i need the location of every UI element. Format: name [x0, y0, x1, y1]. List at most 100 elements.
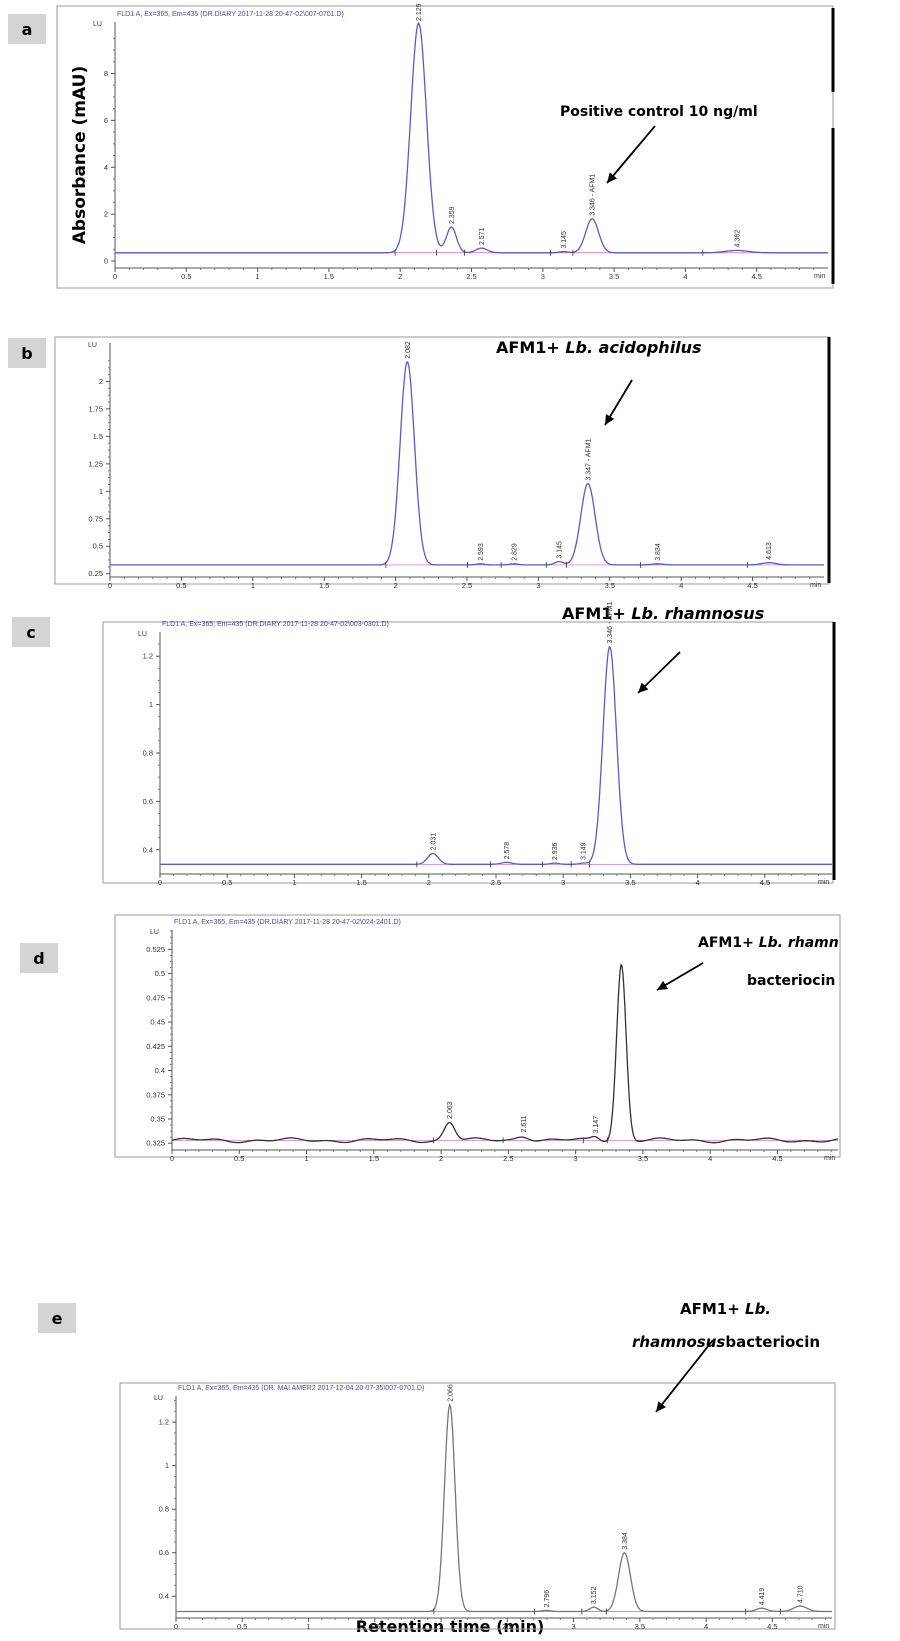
x-tick-label: 4.5 [772, 1154, 782, 1163]
peak-label: 2.796 [544, 1590, 551, 1608]
x-tick-label: 1.5 [356, 878, 366, 887]
peak-label: 3.347 - AFM1 [586, 438, 593, 480]
x-tick-label: 2 [439, 1622, 443, 1631]
x-tick-label: 4 [708, 1154, 712, 1163]
x-tick-label: 2 [398, 272, 402, 281]
panel-label-a: a [8, 14, 46, 44]
x-tick-label: 0.5 [234, 1154, 244, 1163]
x-tick-label: 4 [704, 1622, 708, 1631]
y-tick-label: 0.6 [143, 797, 153, 806]
peak-label: 4.419 [759, 1588, 766, 1606]
y-tick-label: 0.425 [146, 1042, 165, 1051]
chromatogram-panel-b: LU min 0.25 0.5 0.75 1 1.25 1.5 1.75 2 0 0.5 1 1.5 2 2.… [54, 336, 831, 590]
y-tick-label: 0 [104, 256, 108, 265]
x-tick-label: 2.5 [466, 272, 476, 281]
x-tick-label: 1 [304, 1154, 308, 1163]
x-tick-label: 0.5 [237, 1622, 247, 1631]
annotation-arrowhead [607, 172, 618, 183]
annotation-d-prefix: AFM1+ [698, 935, 759, 951]
x-tick-label: 3 [571, 1622, 575, 1631]
chromatogram-header: FLD1 A, Ex=365, Em=435 (DR.DIARY 2017-11… [162, 621, 389, 628]
x-tick-label: 0 [158, 878, 162, 887]
annotation-e-line2: rhamnosusbacteriocin [632, 1333, 820, 1351]
x-tick-label: 1 [256, 272, 260, 281]
x-tick-label: 4.5 [747, 581, 757, 590]
chromatogram-trace [110, 361, 824, 566]
peak-label: 3.346 - AFM1 [607, 601, 614, 643]
panel-frame [114, 914, 841, 1158]
annotation-arrowhead [605, 414, 615, 425]
y-tick-label: 0.5 [93, 542, 103, 551]
x-tick-label: 0 [170, 1154, 174, 1163]
x-tick-label: 4.5 [751, 272, 761, 281]
chromatogram-header: FLD1 A, Ex=365, Em=435 (DR.DIARY 2017-11… [117, 11, 344, 18]
annotation-arrow [606, 125, 656, 184]
peak-label: 3.834 [655, 543, 662, 561]
x-tick-label: 3.5 [609, 272, 619, 281]
y-tick-label: 0.4 [155, 1066, 165, 1075]
y-tick-label: 0.75 [88, 514, 103, 523]
x-tick-label: 4 [696, 878, 700, 887]
y-tick-label: 1.75 [88, 404, 103, 413]
x-tick-label: 3 [574, 1154, 578, 1163]
x-tick-label: 4.5 [760, 878, 770, 887]
peak-label: 3.384 [622, 1532, 629, 1550]
chromatogram-header: FLD1 A, Ex=365, Em=435 (DR.DIARY 2017-11… [174, 919, 401, 926]
peak-label: 4.710 [798, 1585, 805, 1603]
y-tick-label: 1 [149, 700, 153, 709]
peak-label: 2.066 [447, 1384, 454, 1402]
x-tick-label: 2 [427, 878, 431, 887]
y-tick-label: 0.6 [159, 1548, 169, 1557]
y-tick-label: 1.2 [159, 1418, 169, 1427]
chromatogram-panel-c: FLD1 A, Ex=365, Em=435 (DR.DIARY 2017-11… [102, 601, 836, 887]
y-tick-label: 0.4 [159, 1592, 169, 1601]
x-tick-label: 1 [251, 581, 255, 590]
x-tick-label: 3 [561, 878, 565, 887]
annotation-c: AFM1+ Lb. rhamnosus [562, 604, 764, 623]
annotation-d-line2: bacteriocin [747, 973, 836, 989]
x-tick-label: 1.5 [319, 581, 329, 590]
x-tick-label: 0 [174, 1622, 178, 1631]
x-tick-label: 3.5 [635, 1622, 645, 1631]
panel-frame [119, 1382, 836, 1630]
x-tick-label: 1.5 [370, 1622, 380, 1631]
y-tick-label: 1.25 [88, 459, 103, 468]
x-tick-label: 4 [679, 581, 683, 590]
peak-label: 2.829 [512, 543, 519, 561]
peak-label: 2.578 [504, 842, 511, 860]
x-tick-label: 1.5 [324, 272, 334, 281]
y-tick-label: 0.25 [88, 569, 103, 578]
panel-label-d: d [20, 943, 58, 973]
y-tick-label: 1.2 [143, 652, 153, 661]
annotation-arrow [655, 1339, 714, 1413]
y-tick-label: 0.475 [146, 993, 165, 1002]
chromatogram-panel-d: FLD1 A, Ex=365, Em=435 (DR.DIARY 2017-11… [114, 914, 841, 1163]
annotation-arrowhead [657, 980, 668, 990]
panel-label-b: b [8, 338, 46, 368]
x-unit-label: min [824, 1155, 835, 1162]
peak-label: 3.145 [561, 231, 568, 249]
peak-label: 4.613 [766, 542, 773, 560]
x-unit-label: min [814, 273, 825, 280]
y-tick-label: 0.325 [146, 1139, 165, 1148]
chromatogram-panel-e: FLD1 A, Ex=365, Em=435 (DR. MAI AMER2 20… [119, 1339, 836, 1631]
y-tick-label: 1.5 [93, 432, 103, 441]
annotation-c-prefix: AFM1+ [562, 604, 632, 623]
chromatogram-trace [176, 1402, 832, 1613]
annotation-d-species: Lb. rhamn [758, 935, 839, 951]
x-axis-title: Retention time (min) [355, 1617, 545, 1636]
peak-label: 4.362 [735, 230, 742, 248]
x-tick-label: 4.5 [767, 1622, 777, 1631]
peak-label: 3.149 [581, 842, 588, 860]
peak-label: 2.936 [552, 842, 559, 860]
peak-label: 2.571 [479, 227, 486, 245]
x-tick-label: 3.5 [625, 878, 635, 887]
y-tick-label: 8 [104, 69, 108, 78]
peak-label: 3.147 [593, 1116, 600, 1134]
chromatogram-trace [115, 21, 828, 254]
x-tick-label: 0.5 [222, 878, 232, 887]
x-tick-label: 2.5 [462, 581, 472, 590]
x-tick-label: 0 [113, 272, 117, 281]
peak-label: 2.063 [447, 1101, 454, 1119]
annotation-e-species-name: rhamnosus [632, 1333, 726, 1351]
